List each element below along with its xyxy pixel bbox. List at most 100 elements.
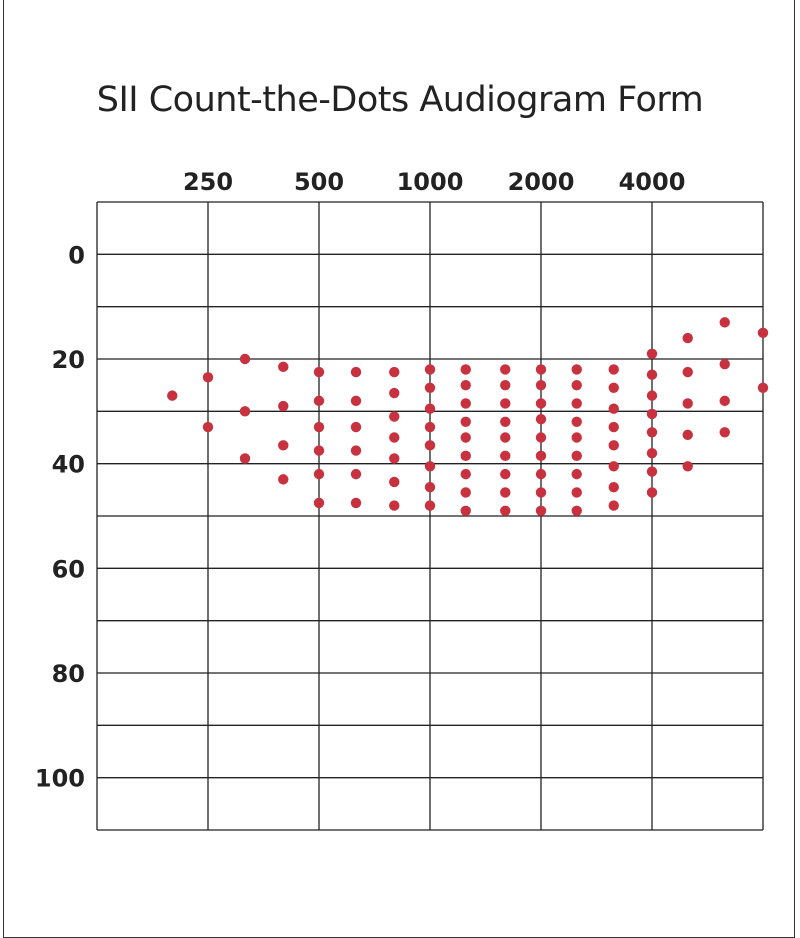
audibility-dot	[535, 450, 547, 462]
audibility-dot	[460, 450, 471, 462]
audibility-dot	[646, 448, 658, 459]
audibility-dot	[350, 421, 362, 433]
audibility-dot	[424, 440, 436, 451]
audibility-dot	[571, 468, 582, 480]
audibility-dot	[682, 398, 693, 409]
audibility-dot	[571, 379, 582, 391]
audibility-dot	[389, 411, 400, 422]
audibility-dot	[460, 432, 471, 443]
audibility-dot	[719, 317, 730, 328]
audibility-dot	[350, 497, 362, 509]
audibility-dot	[460, 416, 471, 427]
x-tick-label: 500	[294, 168, 344, 196]
audibility-dot	[202, 421, 214, 433]
audibility-dot	[500, 398, 511, 409]
audibility-dot	[313, 445, 325, 456]
audibility-dot	[350, 395, 362, 407]
audibility-dot	[313, 366, 325, 378]
audibility-dot	[239, 353, 251, 365]
audibility-dot	[424, 364, 436, 375]
audibility-dot	[460, 379, 471, 391]
audibility-dot	[350, 445, 362, 456]
audibility-dot	[500, 379, 511, 391]
audibility-dot	[460, 505, 471, 516]
audibility-dot	[313, 395, 325, 407]
audibility-dot	[500, 468, 511, 480]
audibility-dot	[535, 468, 547, 480]
audibility-dot	[571, 487, 582, 498]
audibility-dot	[389, 387, 400, 399]
audibility-dot	[646, 466, 658, 477]
audibility-dot	[350, 468, 362, 480]
audibility-dot	[571, 364, 582, 375]
audibility-dot	[278, 474, 289, 485]
audibility-dot	[646, 487, 658, 498]
audibility-dot	[313, 421, 325, 433]
audibility-dot	[608, 403, 619, 414]
audibility-dot	[500, 487, 511, 498]
audibility-dot	[350, 366, 362, 378]
audibility-dot	[500, 450, 511, 462]
x-tick-label: 1000	[397, 168, 464, 196]
audibility-dot	[646, 390, 658, 401]
audibility-dot	[500, 364, 511, 375]
audibility-dot	[646, 427, 658, 438]
audibility-dot	[682, 366, 693, 378]
y-tick-label: 20	[52, 346, 85, 374]
audibility-dot	[500, 416, 511, 427]
audibility-dot	[757, 327, 769, 339]
audibility-dot	[424, 500, 436, 511]
audibility-dot	[535, 432, 547, 443]
audibility-dot	[757, 382, 769, 393]
audibility-dot	[608, 382, 619, 393]
x-tick-label: 250	[183, 168, 233, 196]
audibility-dot	[646, 369, 658, 380]
audibility-dot	[239, 453, 251, 464]
audibility-dot	[571, 432, 582, 443]
audibility-dot	[389, 476, 400, 488]
audibility-dot	[424, 461, 436, 472]
audibility-dot	[571, 450, 582, 462]
audibility-dot	[719, 395, 730, 407]
audibility-dot	[535, 487, 547, 498]
audibility-dot	[460, 398, 471, 409]
audibility-dot	[389, 366, 400, 378]
audibility-dot	[278, 361, 289, 373]
audibility-dot	[608, 440, 619, 451]
audibility-dot	[608, 364, 619, 375]
audibility-dot	[682, 332, 693, 344]
audibility-dot	[460, 468, 471, 480]
audibility-dot	[239, 406, 251, 417]
audibility-dot	[424, 482, 436, 493]
audibility-dot	[313, 468, 325, 480]
audibility-dot	[313, 497, 325, 509]
x-tick-label: 2000	[508, 168, 575, 196]
audibility-dot	[424, 421, 436, 433]
audibility-dot	[389, 432, 400, 443]
audibility-dot	[608, 461, 619, 472]
audibility-dot	[571, 505, 582, 516]
audibility-dot	[278, 400, 289, 412]
audibility-dot	[719, 427, 730, 438]
audibility-dot	[719, 359, 730, 370]
chart-title: SII Count-the-Dots Audiogram Form	[96, 80, 704, 120]
audibility-dot	[500, 505, 511, 516]
audibility-dot	[571, 398, 582, 409]
audibility-dot	[424, 382, 436, 393]
audibility-dot	[608, 482, 619, 493]
audibility-dot	[571, 416, 582, 427]
x-tick-label: 4000	[619, 168, 686, 196]
audibility-dot	[682, 429, 693, 441]
audibility-dot	[202, 372, 214, 383]
audibility-dot	[682, 461, 693, 472]
y-tick-label: 100	[35, 765, 85, 793]
audibility-dot	[389, 500, 400, 511]
audibility-dot	[500, 432, 511, 443]
audibility-dot	[535, 364, 547, 375]
audibility-dot	[608, 500, 619, 511]
audibility-dot	[535, 505, 547, 516]
audibility-dot	[389, 453, 400, 464]
audibility-dot	[535, 413, 547, 425]
y-tick-label: 60	[52, 555, 85, 583]
